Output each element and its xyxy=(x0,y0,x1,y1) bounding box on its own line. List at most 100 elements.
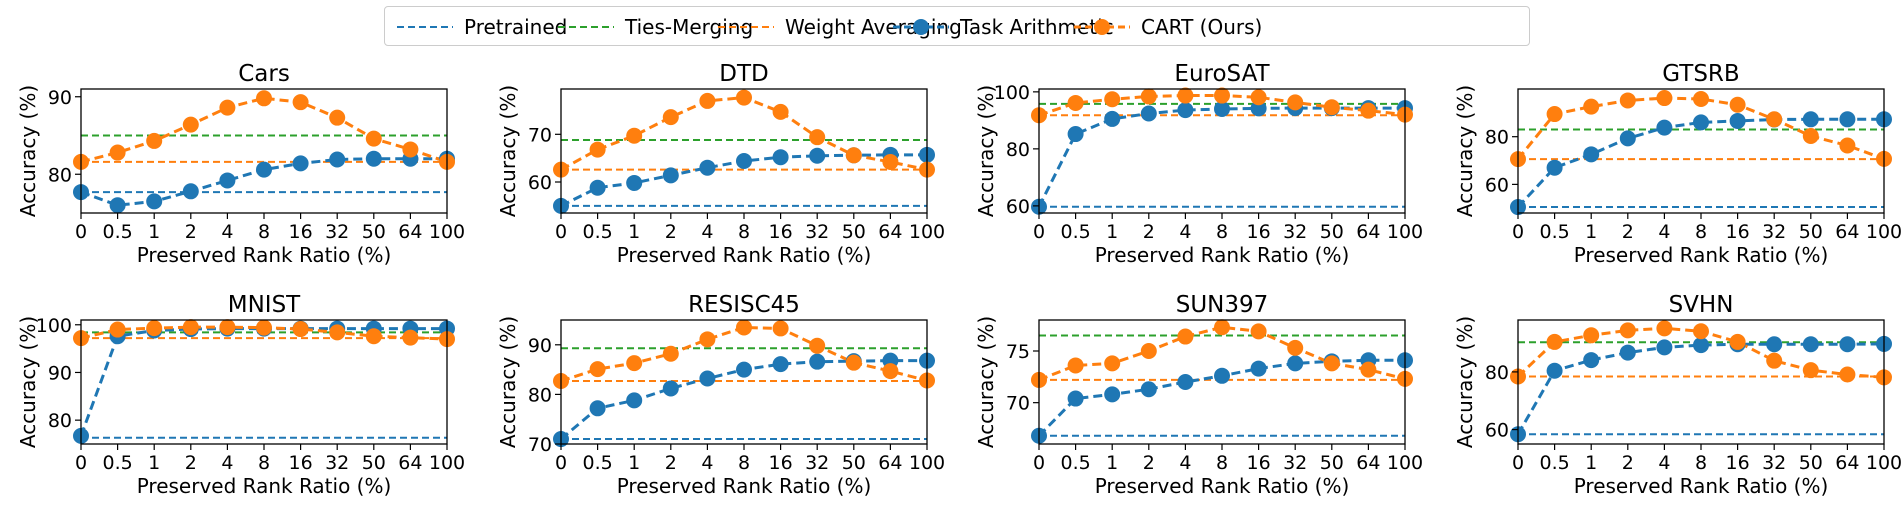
point-cart-ours-1 xyxy=(1104,355,1121,372)
point-task-arithmetic-0.5 xyxy=(589,400,606,417)
point-task-arithmetic-2 xyxy=(1140,105,1157,122)
point-cart-ours-2 xyxy=(1140,88,1157,105)
point-cart-ours-64 xyxy=(882,153,899,170)
point-cart-ours-32 xyxy=(329,109,346,126)
x-tick-label: 100 xyxy=(909,221,945,243)
point-cart-ours-4 xyxy=(1177,328,1194,345)
x-tick-label: 100 xyxy=(1387,221,1423,243)
point-task-arithmetic-4 xyxy=(1656,339,1673,356)
x-tick-label: 0.5 xyxy=(1060,221,1090,243)
point-task-arithmetic-4 xyxy=(1656,119,1673,136)
y-tick-label: 60 xyxy=(1006,196,1030,218)
point-task-arithmetic-2 xyxy=(1619,130,1636,147)
y-tick-label: 70 xyxy=(528,434,552,456)
x-tick-label: 8 xyxy=(738,452,750,474)
point-cart-ours-32 xyxy=(809,337,826,354)
point-cart-ours-64 xyxy=(1839,137,1856,154)
series-line-cart-ours xyxy=(80,96,448,164)
x-tick-label: 0 xyxy=(75,221,87,243)
y-tick-label: 60 xyxy=(528,172,552,194)
point-cart-ours-16 xyxy=(292,94,309,111)
x-tick-label: 64 xyxy=(1835,221,1859,243)
point-task-arithmetic-1 xyxy=(1583,146,1600,163)
point-task-arithmetic-16 xyxy=(1250,360,1267,377)
point-task-arithmetic-8 xyxy=(736,153,752,170)
subplot-title: Cars xyxy=(238,61,290,87)
x-tick-label: 50 xyxy=(1799,452,1823,474)
point-cart-ours-50 xyxy=(1323,355,1340,372)
point-task-arithmetic-1 xyxy=(146,193,163,210)
x-tick-label: 32 xyxy=(805,221,829,243)
point-task-arithmetic-4 xyxy=(219,172,236,189)
subplot-dtd: DTD 0 0.5 1 2 4 8 16 32 50 64 100 60 70 Preserved Rank… xyxy=(496,61,945,267)
point-task-arithmetic-16 xyxy=(772,356,789,373)
point-cart-ours-1 xyxy=(626,127,643,144)
point-cart-ours-0.5 xyxy=(1067,94,1084,111)
x-tick-label: 0 xyxy=(555,452,567,474)
point-task-arithmetic-32 xyxy=(809,353,826,370)
x-tick-label: 50 xyxy=(842,452,866,474)
point-cart-ours-16 xyxy=(292,321,309,338)
y-axis-label: Accuracy (%) xyxy=(1453,85,1477,217)
point-cart-ours-8 xyxy=(256,319,272,336)
subplot-eurosat: EuroSAT 0 0.5 1 2 4 8 16 32 50 64 100 60 80 100 Preserv… xyxy=(974,61,1423,267)
legend-item-pretrained: Pretrained xyxy=(397,15,567,39)
point-task-arithmetic-2 xyxy=(182,183,199,200)
x-tick-label: 0 xyxy=(1512,221,1524,243)
subplot-cars: Cars 0 0.5 1 2 4 8 16 32 50 64 100 80 90 Preserved Ran… xyxy=(16,61,465,267)
point-task-arithmetic-4 xyxy=(699,159,716,176)
x-tick-label: 50 xyxy=(1799,221,1823,243)
x-axis-label: Preserved Rank Ratio (%) xyxy=(617,243,872,267)
point-cart-ours-32 xyxy=(1766,352,1783,369)
legend-label: Pretrained xyxy=(464,15,567,39)
x-tick-label: 8 xyxy=(1695,221,1707,243)
x-tick-label: 8 xyxy=(1695,452,1707,474)
point-task-arithmetic-50 xyxy=(1802,111,1819,128)
x-tick-label: 32 xyxy=(325,221,349,243)
point-task-arithmetic-16 xyxy=(1729,112,1746,129)
x-axis-label: Preserved Rank Ratio (%) xyxy=(1095,243,1350,267)
point-task-arithmetic-4 xyxy=(1177,102,1194,119)
x-tick-label: 4 xyxy=(1179,221,1191,243)
x-tick-label: 8 xyxy=(738,221,750,243)
point-cart-ours-0.5 xyxy=(109,144,126,161)
subplot-svhn: SVHN 0 0.5 1 2 4 8 16 32 50 64 100 60 80 Preserved Ran… xyxy=(1453,292,1902,498)
point-task-arithmetic-2 xyxy=(662,167,679,184)
point-task-arithmetic-0.5 xyxy=(589,179,606,196)
y-tick-label: 80 xyxy=(1006,139,1030,161)
series-line-task-arithmetic xyxy=(1516,342,1885,435)
x-axis-label: Preserved Rank Ratio (%) xyxy=(1574,243,1829,267)
y-axis-label: Accuracy (%) xyxy=(496,316,520,448)
subplot-sun397: SUN397 0 0.5 1 2 4 8 16 32 50 64 100 70 75 Preserved R… xyxy=(974,292,1423,498)
y-axis-label: Accuracy (%) xyxy=(16,316,40,448)
point-cart-ours-4 xyxy=(699,92,716,109)
x-tick-label: 1 xyxy=(628,452,640,474)
point-cart-ours-2 xyxy=(1619,92,1636,109)
x-tick-label: 64 xyxy=(878,452,902,474)
point-cart-ours-2 xyxy=(182,319,199,336)
series-line-task-arithmetic xyxy=(1516,117,1884,209)
x-tick-label: 32 xyxy=(1762,452,1786,474)
x-tick-label: 0.5 xyxy=(1539,221,1569,243)
legend-label: CART (Ours) xyxy=(1141,15,1262,39)
y-tick-label: 80 xyxy=(1485,127,1509,149)
x-tick-label: 2 xyxy=(1143,452,1155,474)
point-task-arithmetic-4 xyxy=(1177,374,1194,390)
point-task-arithmetic-32 xyxy=(329,151,346,168)
subplot-title: MNIST xyxy=(228,292,301,318)
series-line-task-arithmetic xyxy=(79,327,447,437)
point-task-arithmetic-8 xyxy=(1214,100,1230,117)
subplot-resisc45: RESISC45 0 0.5 1 2 4 8 16 32 50 64 100 70 80 90 Preserv… xyxy=(496,292,945,498)
subplot-title: EuroSAT xyxy=(1174,61,1270,87)
point-cart-ours-16 xyxy=(1729,333,1746,350)
x-tick-label: 64 xyxy=(878,221,902,243)
x-tick-label: 4 xyxy=(701,221,713,243)
x-tick-label: 1 xyxy=(1585,221,1597,243)
x-tick-label: 0.5 xyxy=(582,452,612,474)
point-task-arithmetic-8 xyxy=(1214,367,1230,384)
subplot-title: DTD xyxy=(719,61,768,87)
x-tick-label: 50 xyxy=(1320,452,1344,474)
x-tick-label: 0 xyxy=(1512,452,1524,474)
y-axis-label: Accuracy (%) xyxy=(1453,316,1477,448)
x-tick-label: 4 xyxy=(701,452,713,474)
